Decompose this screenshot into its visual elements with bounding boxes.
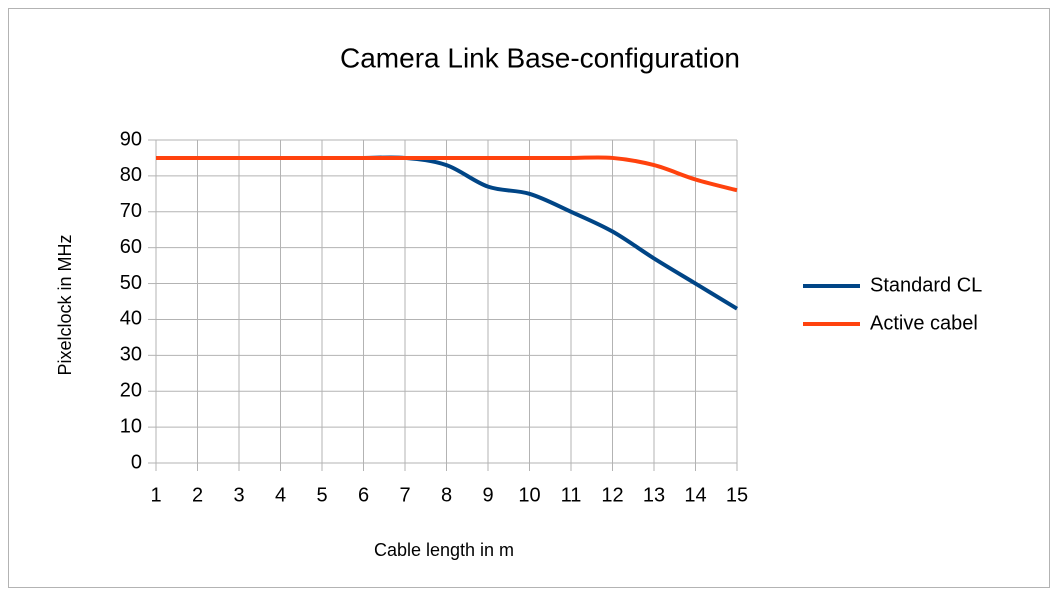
x-tick-label: 8 (441, 484, 452, 506)
legend-label: Standard CL (870, 274, 982, 296)
line-series (156, 155, 738, 193)
y-tick-label: 0 (131, 451, 142, 473)
y-tick-label: 50 (120, 272, 142, 294)
chart-title: Camera Link Base-configuration (340, 42, 740, 73)
x-tick-label: 4 (275, 484, 286, 506)
x-tick-label: 7 (399, 484, 410, 506)
y-tick-label: 10 (120, 415, 142, 437)
y-tick-label: 30 (120, 344, 142, 366)
x-tick-label: 15 (726, 484, 748, 506)
x-tick-label: 14 (684, 484, 706, 506)
y-tick-label: 60 (120, 236, 142, 258)
y-tick-label: 20 (120, 380, 142, 402)
x-tick-label: 12 (601, 484, 623, 506)
y-tick-label: 40 (120, 308, 142, 330)
x-tick-label: 11 (561, 484, 582, 506)
x-tick-label: 13 (643, 484, 665, 506)
x-tick-label: 10 (518, 484, 540, 506)
legend-label: Active cabel (870, 312, 978, 334)
y-tick-label: 80 (120, 164, 142, 186)
y-tick-label: 90 (120, 128, 142, 150)
x-tick-label: 2 (192, 484, 203, 506)
y-axis-label: Pixelclock in MHz (55, 234, 75, 375)
y-tick-label: 70 (120, 200, 142, 222)
x-tick-label: 5 (316, 484, 327, 506)
x-tick-label: 6 (358, 484, 369, 506)
x-axis-label: Cable length in m (374, 540, 514, 560)
x-tick-label: 9 (482, 484, 493, 506)
x-tick-label: 1 (150, 484, 161, 506)
x-tick-label: 3 (233, 484, 244, 506)
